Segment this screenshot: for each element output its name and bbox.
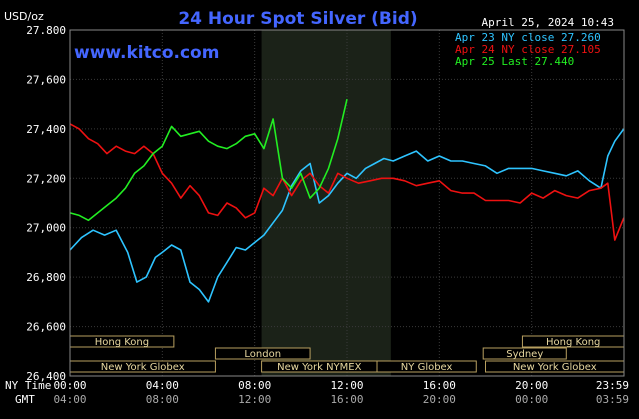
session-bar: New York Globex: [69, 360, 216, 373]
x-tick-label-ny: 16:00: [423, 379, 456, 392]
x-tick-label-gmt: 12:00: [238, 393, 271, 406]
kitco-watermark: www.kitco.com: [74, 43, 219, 63]
series-apr23-line: [69, 128, 625, 303]
session-label: New York Globex: [513, 362, 597, 373]
x-tick-label-gmt: 08:00: [146, 393, 179, 406]
y-unit-label: USD/oz: [4, 10, 44, 23]
x-tick-label-ny: 00:00: [53, 379, 86, 392]
x-tick-label-gmt: 20:00: [423, 393, 456, 406]
session-label: NY Globex: [401, 362, 453, 373]
legend-apr25: Apr 25 Last 27.440: [455, 55, 574, 68]
legend-apr24: Apr 24 NY close 27.105: [455, 43, 601, 56]
session-bar: London: [214, 347, 311, 360]
x-tick-label-ny: 08:00: [238, 379, 271, 392]
y-tick-label: 26,800: [26, 271, 66, 284]
y-tick-label: 27,400: [26, 123, 66, 136]
legend-apr23: Apr 23 NY close 27.260: [455, 31, 601, 44]
session-bar: Sydney: [482, 347, 567, 360]
session-label: New York NYMEX: [277, 362, 362, 373]
session-label: Hong Kong: [546, 337, 600, 348]
session-bar: Hong Kong: [521, 335, 625, 348]
y-tick-label: 27,000: [26, 222, 66, 235]
session-label: Hong Kong: [95, 337, 149, 348]
session-label: London: [244, 349, 281, 360]
highlight-band: [261, 30, 391, 376]
series-apr24-line: [69, 123, 625, 241]
x-tick-label-gmt: 04:00: [53, 393, 86, 406]
legend: Apr 23 NY close 27.260 Apr 24 NY close 2…: [455, 31, 601, 68]
y-tick-label: 26,400: [26, 370, 66, 383]
session-bar: New York NYMEX: [261, 360, 378, 373]
x-tick-label-ny: 04:00: [146, 379, 179, 392]
series-apr25-line: [69, 99, 348, 222]
x-tick-label-ny: 12:00: [330, 379, 363, 392]
x-tick-label-gmt: 03:59: [596, 393, 629, 406]
y-tick-label: 27,200: [26, 172, 66, 185]
y-tick-label: 27.800: [26, 24, 66, 37]
x-tick-label-gmt: 16:00: [330, 393, 363, 406]
session-bar: New York Globex: [485, 360, 625, 373]
y-tick-label: 27,600: [26, 73, 66, 86]
session-bar-box: [376, 360, 477, 373]
plot-frame: [69, 29, 625, 377]
ny-time-row-label: NY Time: [5, 379, 51, 392]
y-tick-label: 26,600: [26, 321, 66, 334]
session-label: Sydney: [506, 349, 543, 360]
session-label: New York Globex: [101, 362, 185, 373]
session-bar: NY Globex: [376, 360, 477, 373]
session-bar-box: [482, 347, 567, 360]
chart-title: 24 Hour Spot Silver (Bid): [178, 9, 417, 29]
x-tick-label-gmt: 00:00: [515, 393, 548, 406]
x-tick-label-ny: 20:00: [515, 379, 548, 392]
chart-date: April 25, 2024 10:43: [482, 16, 614, 29]
x-tick-label-ny: 23:59: [596, 379, 629, 392]
session-bar: Hong Kong: [69, 335, 175, 348]
session-bar-box: [214, 347, 311, 360]
gmt-row-label: GMT: [15, 393, 35, 406]
